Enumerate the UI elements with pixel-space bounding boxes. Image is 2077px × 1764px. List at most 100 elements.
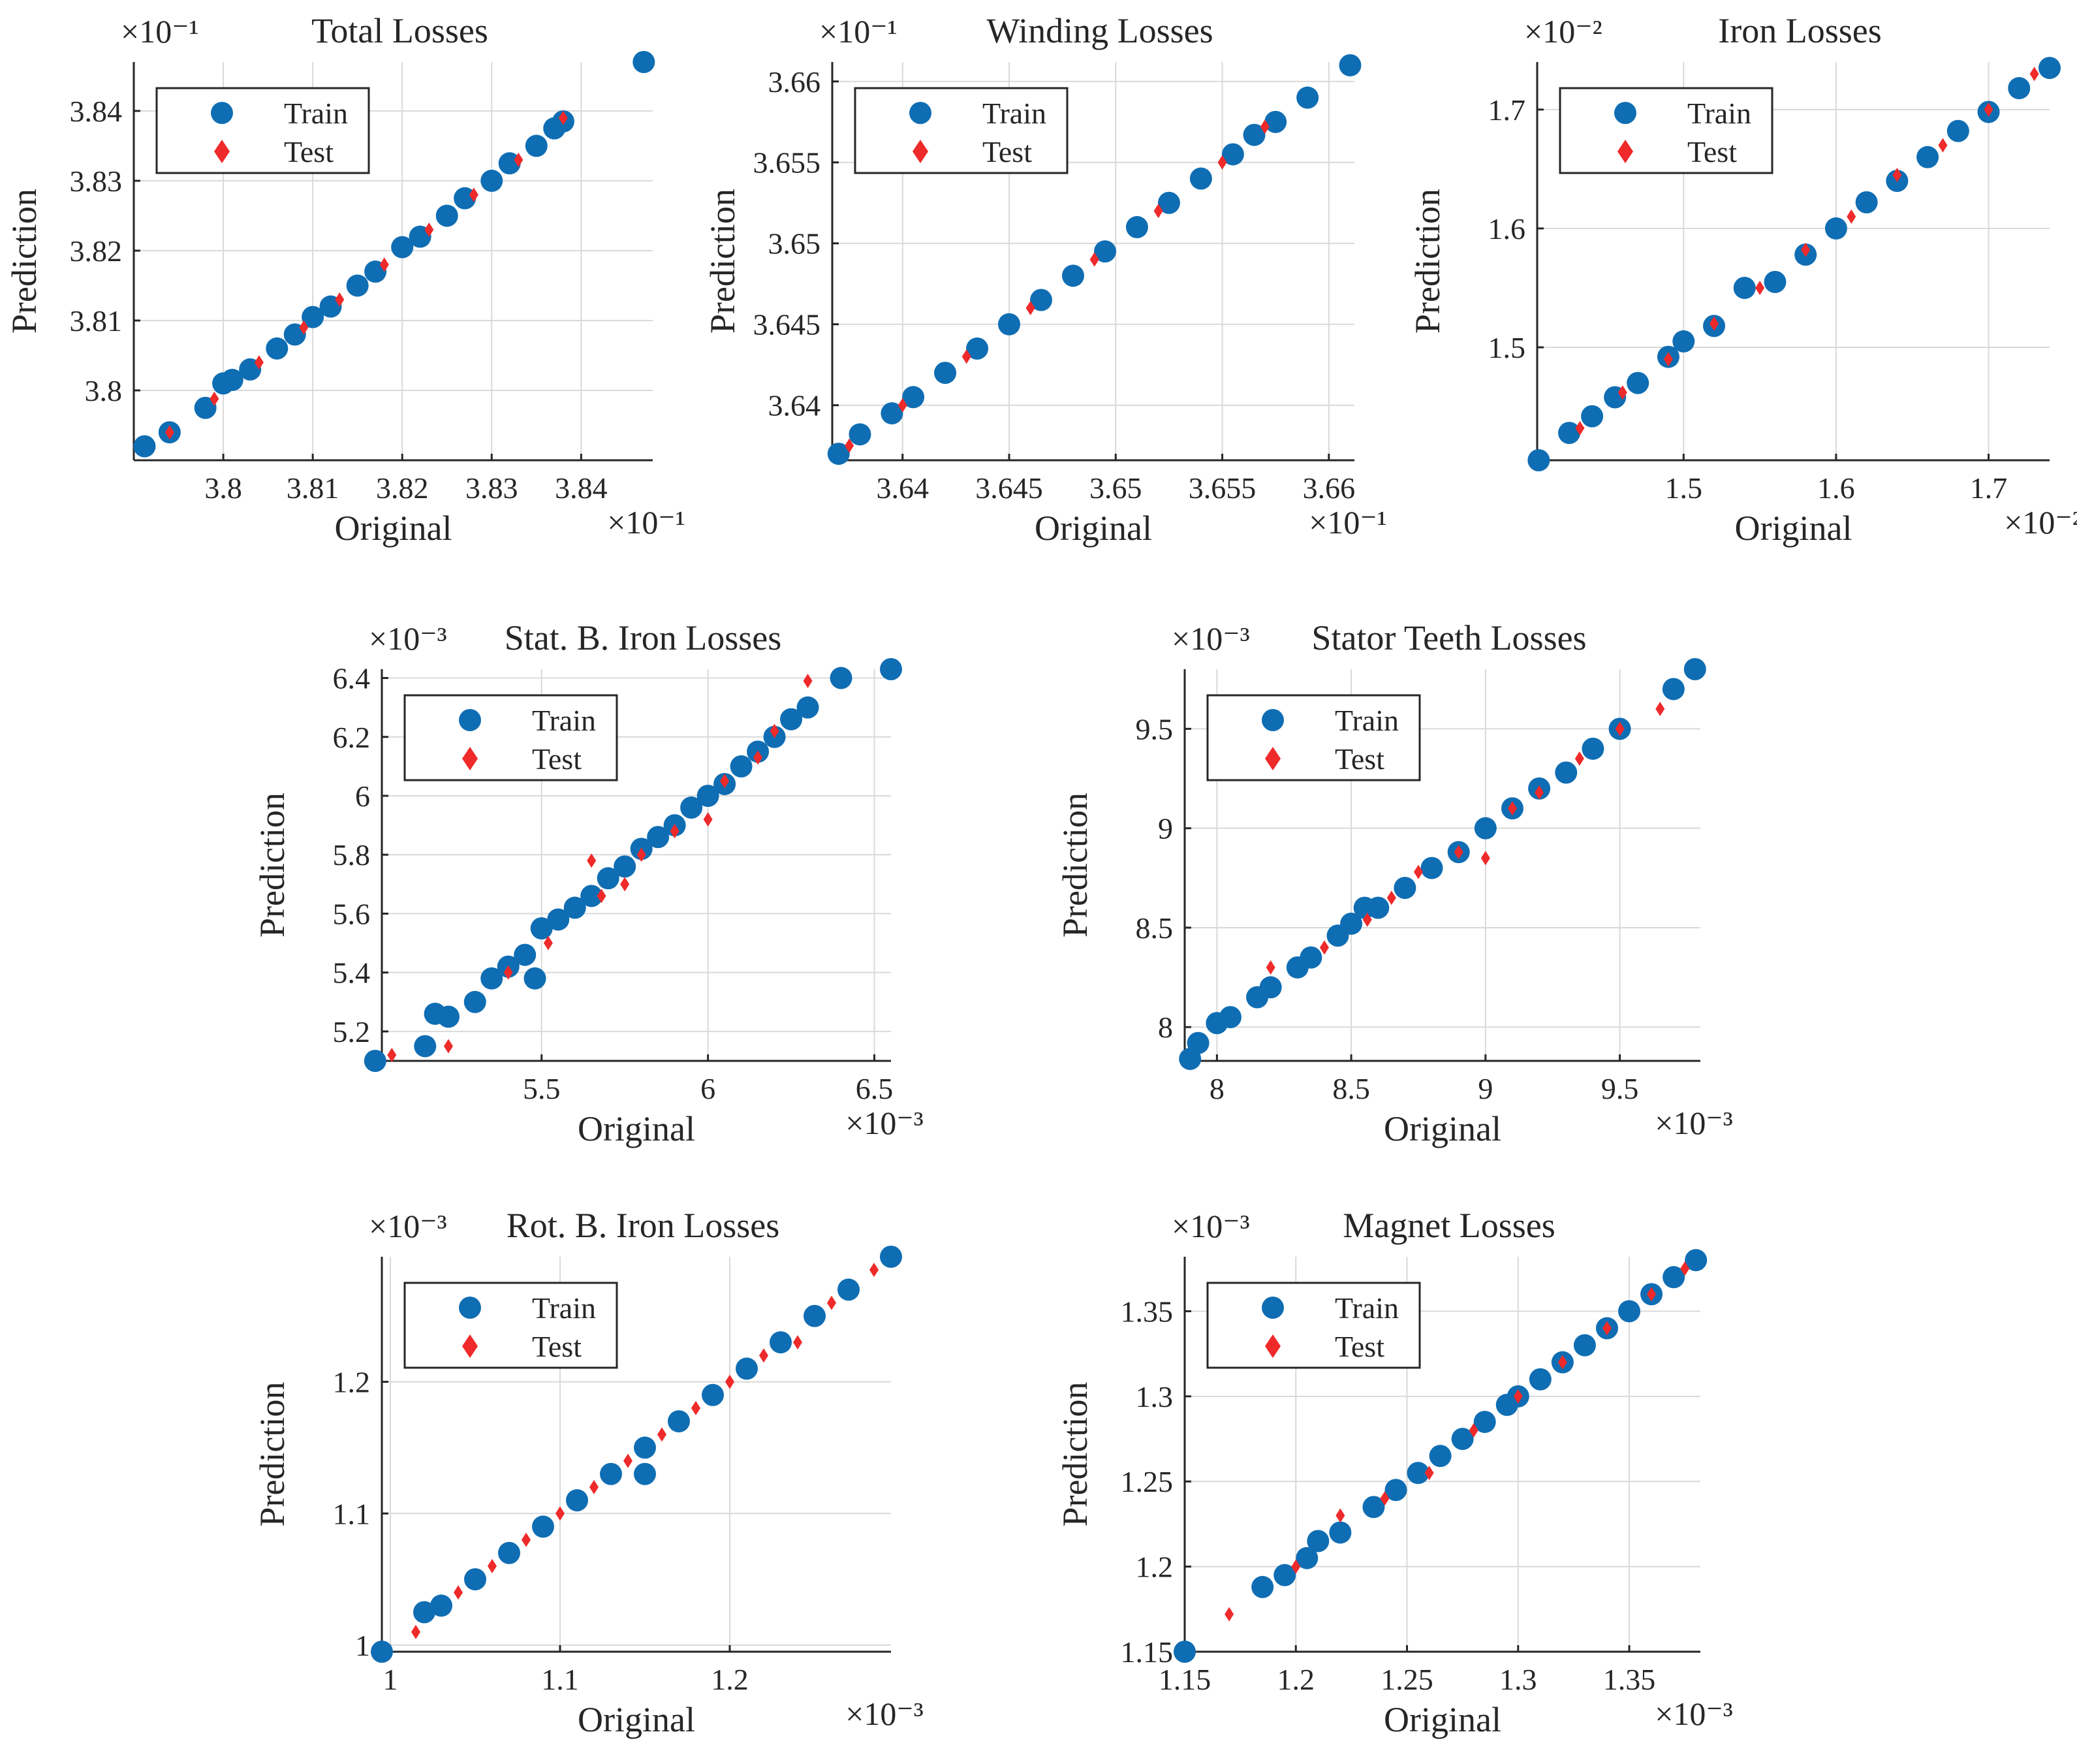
train-point <box>736 1357 758 1380</box>
train-point <box>1251 1575 1274 1598</box>
y-tick-label: 5.6 <box>333 897 371 930</box>
test-point <box>335 292 345 307</box>
y-tick-label: 5.2 <box>333 1015 371 1048</box>
chart-title: Iron Losses <box>1718 11 1881 50</box>
x-tick-label: 8 <box>1210 1072 1225 1105</box>
legend-box <box>155 87 370 174</box>
x-tick-label: 1.25 <box>1381 1663 1433 1696</box>
train-point <box>1187 1032 1210 1054</box>
legend-train-marker <box>211 102 233 124</box>
train-point <box>837 1278 860 1301</box>
legend-test-label: Test <box>982 135 1032 168</box>
test-point <box>1413 864 1423 879</box>
y-exponent-label: ×10⁻³ <box>369 620 447 657</box>
train-point <box>1219 1005 1242 1028</box>
x-tick-label: 5.5 <box>523 1072 561 1105</box>
x-tick-label: 6 <box>700 1072 715 1105</box>
x-tick-label: 8.5 <box>1332 1072 1370 1105</box>
train-point <box>881 402 903 425</box>
test-point <box>1617 385 1627 400</box>
train-point <box>902 386 925 409</box>
train-point <box>371 1641 393 1663</box>
train-point <box>1855 191 1878 213</box>
legend-train-marker <box>1262 709 1284 731</box>
train-point <box>346 274 369 297</box>
train-point <box>1296 86 1319 109</box>
train-point <box>1259 976 1282 999</box>
y-tick-label: 3.84 <box>70 95 123 128</box>
train-point <box>730 755 753 778</box>
y-tick-label: 8 <box>1158 1011 1173 1044</box>
x-exponent-label: ×10⁻³ <box>845 1695 924 1732</box>
y-axis-label: Prediction <box>253 793 292 937</box>
test-point <box>1847 209 1856 224</box>
legend-box <box>1206 694 1421 781</box>
y-tick-label: 1.2 <box>1136 1551 1174 1584</box>
y-exponent-label: ×10⁻¹ <box>121 13 199 50</box>
x-tick-label: 3.64 <box>877 471 929 505</box>
legend-test-label: Test <box>1335 742 1384 776</box>
train-point <box>770 1331 792 1354</box>
chart-legend: Train Test <box>854 87 1069 174</box>
test-point <box>210 391 219 406</box>
train-point <box>1329 1521 1352 1544</box>
test-point <box>1574 751 1584 766</box>
test-point <box>1362 912 1372 927</box>
y-tick-label: 3.82 <box>70 234 123 268</box>
y-exponent-label: ×10⁻³ <box>1172 620 1250 657</box>
train-point <box>1384 1479 1407 1502</box>
test-point <box>1469 1423 1478 1438</box>
train-point <box>525 134 548 157</box>
test-point <box>555 1506 565 1521</box>
chart-title: Stator Teeth Losses <box>1311 618 1586 657</box>
y-tick-label: 3.64 <box>768 389 821 422</box>
test-point <box>623 1453 632 1468</box>
x-tick-label: 1 <box>383 1663 398 1696</box>
test-point <box>1225 1607 1234 1622</box>
legend-train-label: Train <box>1687 97 1751 130</box>
train-point <box>1581 405 1604 428</box>
test-point <box>1454 845 1463 860</box>
train-point <box>614 855 636 878</box>
train-point <box>696 784 719 807</box>
test-point <box>379 257 389 272</box>
train-point <box>1367 896 1390 919</box>
train-point <box>1527 449 1550 471</box>
chart-legend: Train Test <box>1206 1282 1421 1369</box>
y-tick-label: 1.35 <box>1121 1295 1174 1328</box>
test-point <box>1680 1261 1690 1276</box>
train-point <box>1529 1368 1552 1391</box>
train-point <box>1273 1564 1296 1586</box>
x-tick-label: 3.83 <box>465 471 518 505</box>
train-point <box>391 236 414 259</box>
y-axis-label: Prediction <box>1408 189 1447 334</box>
legend-test-marker <box>1265 1334 1281 1358</box>
train-point <box>1394 877 1416 900</box>
y-axis-label: Prediction <box>1055 1382 1095 1527</box>
y-tick-label: 8.5 <box>1136 911 1174 945</box>
legend-test-marker <box>1617 140 1633 163</box>
x-axis-label: Original <box>1735 509 1852 548</box>
train-point <box>464 1568 486 1591</box>
test-point <box>770 723 779 738</box>
chart-panel-3: 1.5 1.6 1.7 1.5 1.6 1.7 Original Prediction ×10⁻… <box>1408 11 2077 548</box>
train-point <box>413 1601 435 1624</box>
test-point <box>720 774 730 789</box>
train-point <box>2038 57 2061 80</box>
y-tick-label: 5.8 <box>333 838 371 872</box>
legend-train-label: Train <box>532 1291 596 1325</box>
test-point <box>503 965 513 980</box>
x-tick-label: 3.645 <box>975 471 1043 505</box>
x-tick-label: 3.82 <box>376 471 429 505</box>
test-point <box>620 877 630 892</box>
x-exponent-label: ×10⁻¹ <box>1309 504 1387 541</box>
train-point <box>266 337 289 360</box>
train-point <box>364 1050 386 1072</box>
test-point <box>1266 960 1275 975</box>
test-point <box>793 1335 802 1350</box>
test-point <box>522 1532 531 1547</box>
train-point <box>1946 119 1969 142</box>
test-point <box>1260 119 1270 134</box>
train-point <box>133 435 156 458</box>
train-point <box>530 917 553 939</box>
